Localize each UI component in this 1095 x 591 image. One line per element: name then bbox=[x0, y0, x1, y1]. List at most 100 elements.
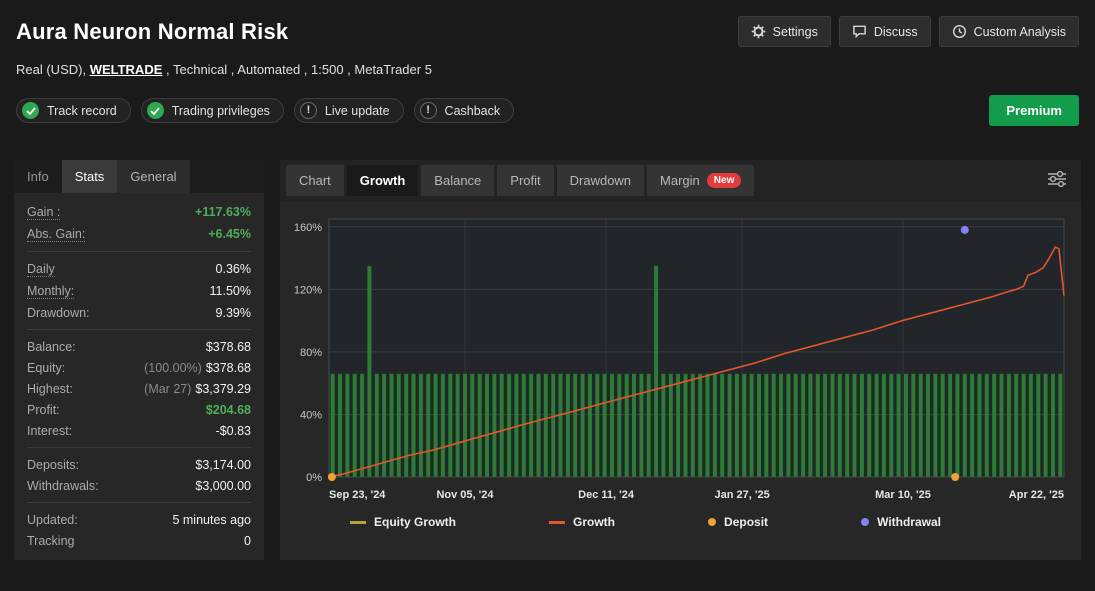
svg-text:Mar 10, '25: Mar 10, '25 bbox=[875, 489, 931, 501]
svg-text:Dec 11, '24: Dec 11, '24 bbox=[578, 489, 635, 501]
plot-background bbox=[329, 219, 1064, 477]
legend-equity-growth[interactable]: Equity Growth bbox=[350, 515, 456, 529]
status-badges: Track record Trading privileges ! Live u… bbox=[16, 98, 515, 123]
legend-line-swatch bbox=[549, 520, 566, 524]
stat-row-updated: Updated: 5 minutes ago bbox=[27, 509, 251, 530]
stats-list: Gain : +117.63% Abs. Gain: +6.45% Daily 0.36%… bbox=[14, 193, 264, 560]
stat-label[interactable]: Abs. Gain: bbox=[27, 226, 86, 242]
custom-analysis-button[interactable]: Custom Analysis bbox=[938, 16, 1079, 47]
badge-label: Track record bbox=[47, 103, 117, 118]
stat-value: 0 bbox=[244, 534, 251, 548]
stat-value-prefix: (Mar 27) bbox=[144, 381, 192, 396]
stat-label: Balance: bbox=[27, 339, 76, 354]
stat-row-equity: Equity: (100.00%) $378.68 bbox=[27, 357, 251, 378]
svg-text:Apr 22, '25: Apr 22, '25 bbox=[1009, 489, 1064, 501]
check-icon bbox=[22, 102, 39, 119]
stats-panel: Info Stats General Gain : +117.63% Abs. Gain… bbox=[14, 160, 264, 560]
stat-label: Updated: bbox=[27, 512, 78, 527]
chart-tab-drawdown[interactable]: Drawdown bbox=[556, 165, 645, 196]
stat-row-withdrawals: Withdrawals: $3,000.00 bbox=[27, 475, 251, 496]
legend-growth[interactable]: Growth bbox=[549, 515, 615, 529]
stat-row-gain: Gain : +117.63% bbox=[27, 201, 251, 223]
stat-value-text: -$0.83 bbox=[215, 423, 251, 438]
svg-text:40%: 40% bbox=[300, 410, 322, 422]
stat-value-text: $378.68 bbox=[205, 360, 251, 375]
gear-icon bbox=[751, 24, 766, 39]
chart-legend: Equity Growth Growth Deposit Withdrawal bbox=[280, 507, 1081, 529]
stats-tab-info[interactable]: Info bbox=[14, 160, 62, 193]
divider bbox=[27, 329, 251, 330]
chart-tab-chart[interactable]: Chart bbox=[286, 165, 344, 196]
stat-label[interactable]: Gain : bbox=[27, 204, 61, 220]
svg-text:80%: 80% bbox=[300, 347, 322, 359]
page-title: Aura Neuron Normal Risk bbox=[16, 18, 289, 44]
deposit-marker[interactable] bbox=[327, 473, 336, 481]
svg-text:120%: 120% bbox=[294, 284, 322, 296]
legend-deposit[interactable]: Deposit bbox=[708, 515, 768, 529]
stat-value-text: $378.68 bbox=[205, 339, 251, 354]
withdrawal-marker[interactable] bbox=[960, 225, 969, 234]
badge-label: Trading privileges bbox=[171, 103, 270, 118]
stat-row-monthly: Monthly: 11.50% bbox=[27, 280, 251, 302]
broker-link[interactable]: WELTRADE bbox=[89, 62, 163, 77]
stat-label: Withdrawals: bbox=[27, 478, 99, 493]
stat-value: $378.68 bbox=[206, 340, 251, 354]
stat-label: Interest: bbox=[27, 423, 73, 438]
svg-text:160%: 160% bbox=[294, 222, 322, 234]
svg-text:Sep 23, '24: Sep 23, '24 bbox=[329, 489, 386, 501]
divider bbox=[27, 447, 251, 448]
badge-label: Live update bbox=[324, 103, 390, 118]
stat-value: +117.63% bbox=[195, 205, 251, 219]
stat-label[interactable]: Daily bbox=[27, 261, 55, 277]
stat-row-daily: Daily 0.36% bbox=[27, 258, 251, 280]
chart-tab-bar: Chart Growth Balance Profit Drawdown Margin Ne… bbox=[280, 160, 1081, 201]
stat-value: $3,000.00 bbox=[195, 479, 251, 493]
chart-tab-growth[interactable]: Growth bbox=[346, 165, 419, 196]
sliders-icon bbox=[1047, 170, 1067, 191]
stat-label: Profit: bbox=[27, 402, 60, 417]
tab-label: Chart bbox=[299, 173, 331, 188]
tab-label: Margin bbox=[660, 173, 700, 188]
new-badge: New bbox=[706, 173, 742, 188]
legend-label: Equity Growth bbox=[374, 515, 456, 529]
stats-tab-stats[interactable]: Stats bbox=[61, 160, 118, 193]
tab-label: General bbox=[130, 169, 177, 184]
stats-tab-general[interactable]: General bbox=[117, 160, 190, 193]
speech-bubble-icon bbox=[852, 24, 867, 39]
stat-label[interactable]: Monthly: bbox=[27, 283, 75, 299]
growth-line bbox=[328, 246, 1065, 478]
chart-options-button[interactable] bbox=[1043, 166, 1071, 195]
badge-live-update[interactable]: ! Live update bbox=[293, 98, 404, 123]
badge-label: Cashback bbox=[444, 103, 501, 118]
subtitle-prefix: Real (USD), bbox=[16, 62, 90, 77]
chart-tab-margin[interactable]: Margin New bbox=[647, 165, 755, 196]
badge-trading-privileges[interactable]: Trading privileges bbox=[140, 98, 284, 123]
deposit-marker[interactable] bbox=[951, 473, 960, 481]
chart-tab-balance[interactable]: Balance bbox=[421, 165, 495, 196]
check-icon bbox=[146, 102, 164, 119]
stat-value: $204.68 bbox=[206, 403, 251, 417]
exclamation-icon: ! bbox=[299, 102, 317, 119]
clock-icon bbox=[952, 24, 967, 39]
premium-button[interactable]: Premium bbox=[989, 95, 1079, 126]
settings-button[interactable]: Settings bbox=[737, 16, 831, 47]
stat-value-text: +117.63% bbox=[195, 205, 251, 219]
stat-value-text: 0.36% bbox=[215, 262, 251, 276]
legend-dot-swatch bbox=[861, 518, 870, 526]
discuss-button[interactable]: Discuss bbox=[838, 16, 931, 47]
chart-panel: Chart Growth Balance Profit Drawdown Margin Ne… bbox=[280, 160, 1081, 560]
equity-growth-bars bbox=[330, 265, 1063, 477]
stat-row-profit: Profit: $204.68 bbox=[27, 399, 251, 420]
badge-track-record[interactable]: Track record bbox=[16, 98, 131, 123]
stat-value: +6.45% bbox=[208, 227, 251, 241]
stat-value-text: $3,174.00 bbox=[195, 457, 251, 472]
badge-cashback[interactable]: ! Cashback bbox=[413, 98, 515, 123]
growth-chart[interactable]: 0% 40% 80% 120% 160% Sep 23, '24 Nov 05, '24 De… bbox=[283, 207, 1078, 507]
stat-value-text: +6.45% bbox=[208, 227, 251, 241]
exclamation-icon: ! bbox=[419, 102, 437, 119]
chart-tab-profit[interactable]: Profit bbox=[497, 165, 554, 196]
tab-label: Balance bbox=[434, 173, 482, 188]
legend-withdrawal[interactable]: Withdrawal bbox=[861, 515, 941, 529]
discuss-button-label: Discuss bbox=[873, 24, 918, 39]
